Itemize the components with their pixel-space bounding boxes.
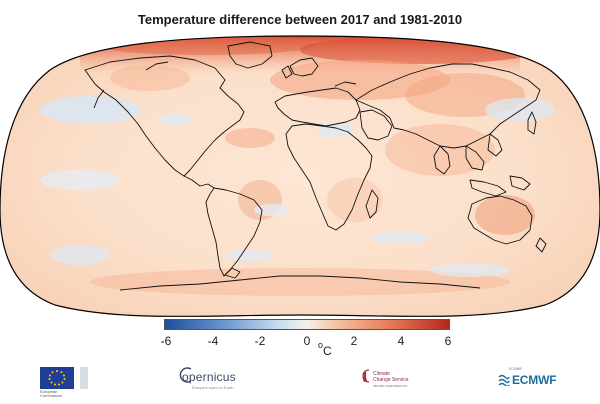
copernicus-c-icon bbox=[179, 367, 192, 383]
coastlines bbox=[84, 41, 547, 291]
c3s-thermometer-icon bbox=[362, 369, 370, 383]
eu-flag-logo bbox=[40, 367, 74, 389]
colorbar-tick: 2 bbox=[350, 334, 358, 348]
eu-stars-icon bbox=[48, 370, 66, 386]
colorbar-tick: -2 bbox=[254, 334, 266, 348]
colorbar-tick: 0 bbox=[303, 334, 311, 348]
ecmwf-logo: ECMWF bbox=[512, 373, 557, 387]
copernicus-tagline: Europe's eyes on Earth bbox=[192, 385, 234, 390]
colorbar-tick: 6 bbox=[444, 334, 452, 348]
colorbar bbox=[164, 319, 450, 330]
colorbar-tick: 4 bbox=[397, 334, 405, 348]
eu-logo-bar bbox=[80, 367, 88, 389]
colorbar-tick: -4 bbox=[207, 334, 219, 348]
c3s-line-1: Climate bbox=[373, 371, 390, 377]
ecmwf-small-text: ECMWF bbox=[509, 367, 523, 371]
eu-caption: European Commission bbox=[40, 389, 63, 398]
copernicus-logo: opernicus bbox=[182, 370, 236, 384]
map-title: Temperature difference between 2017 and … bbox=[137, 12, 463, 27]
unit-degree-mark: o bbox=[318, 340, 324, 350]
colorbar-unit: oC bbox=[318, 340, 332, 358]
c3s-line-2: Change Service bbox=[373, 377, 409, 383]
colorbar-tick: -6 bbox=[160, 334, 172, 348]
unit-label: C bbox=[323, 344, 332, 358]
c3s-url: climate.copernicus.eu bbox=[373, 384, 407, 388]
globe-outline bbox=[0, 35, 600, 318]
c3s-logo-text: Climate Change Service bbox=[373, 371, 409, 383]
ecmwf-wave-icon bbox=[498, 374, 510, 386]
